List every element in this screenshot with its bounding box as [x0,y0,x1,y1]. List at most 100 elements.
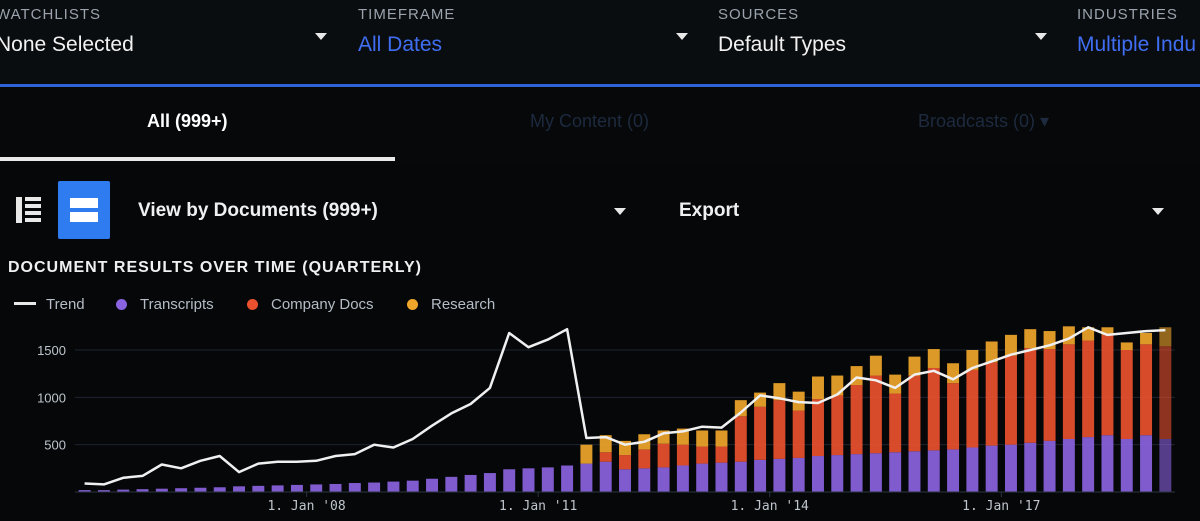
bar-company-docs[interactable] [619,455,631,470]
bar-research[interactable] [1004,334,1017,356]
filter-sources[interactable]: SOURCES Default Types [718,6,846,57]
bar-transcripts[interactable] [1062,438,1075,492]
bar-research[interactable] [947,363,960,384]
bar-research[interactable] [966,350,979,370]
bar-research[interactable] [1140,332,1153,345]
bar-transcripts[interactable] [329,483,342,492]
bar-transcripts[interactable] [503,469,516,492]
bar-company-docs[interactable] [812,399,824,457]
filter-watchlists-value[interactable]: None Selected [0,33,134,56]
bar-transcripts[interactable] [792,457,805,492]
bar-transcripts[interactable] [348,483,361,492]
bar-transcripts[interactable] [136,489,149,492]
bar-research[interactable] [773,383,786,401]
bar-company-docs[interactable] [696,446,709,464]
bar-transcripts[interactable] [271,485,284,492]
bar-company-docs[interactable] [1140,344,1153,436]
bar-research[interactable] [619,440,631,456]
bar-transcripts[interactable] [985,445,998,492]
bar-research[interactable] [715,430,728,447]
bar-transcripts[interactable] [1082,437,1095,492]
view-by-dropdown[interactable]: View by Documents (999+) [138,200,378,221]
bar-transcripts[interactable] [1101,435,1114,492]
bar-company-docs[interactable] [599,452,612,462]
bar-research[interactable] [927,349,940,368]
bar-company-docs[interactable] [638,449,651,469]
bar-company-docs[interactable] [754,406,767,460]
bar-company-docs[interactable] [792,410,805,458]
tab-my-content[interactable]: My Content (0) [530,111,650,131]
bar-research[interactable] [850,366,863,386]
chevron-down-icon[interactable] [315,33,327,40]
bar-research[interactable] [889,374,902,394]
bar-transcripts[interactable] [117,489,130,492]
chevron-down-icon[interactable] [1035,33,1047,40]
bar-transcripts[interactable] [445,476,458,492]
bar-research[interactable] [657,430,670,444]
bar-transcripts[interactable] [599,461,612,492]
bar-transcripts[interactable] [927,450,940,492]
bar-transcripts[interactable] [406,480,419,492]
legend-research[interactable]: Research [431,296,496,313]
bar-transcripts[interactable] [657,467,670,492]
bar-transcripts[interactable] [850,454,863,492]
filter-watchlists[interactable]: WATCHLISTS None Selected [0,6,134,57]
bar-transcripts[interactable] [1004,444,1017,492]
bar-research[interactable] [580,444,593,464]
bar-company-docs[interactable] [734,416,747,462]
bar-company-docs[interactable] [927,367,940,451]
bar-transcripts[interactable] [831,455,844,492]
bar-transcripts[interactable] [387,481,400,492]
bar-transcripts[interactable] [175,488,188,492]
bar-transcripts[interactable] [561,465,574,492]
bar-company-docs[interactable] [850,385,863,455]
list-view-icon[interactable] [14,195,44,225]
bar-transcripts[interactable] [483,473,496,492]
bar-company-docs[interactable] [1024,348,1037,443]
bar-transcripts[interactable] [676,465,689,492]
bar-transcripts[interactable] [754,459,767,492]
bar-transcripts[interactable] [1120,438,1133,492]
bar-research[interactable] [985,341,998,363]
bar-transcripts[interactable] [213,487,226,492]
bar-company-docs[interactable] [773,400,786,459]
bar-transcripts[interactable] [78,490,91,492]
bar-research[interactable] [734,400,747,417]
bar-transcripts[interactable] [1159,438,1172,492]
bar-transcripts[interactable] [522,468,535,492]
bar-research[interactable] [1159,327,1172,347]
bar-transcripts[interactable] [310,484,323,492]
bar-company-docs[interactable] [966,369,979,448]
legend-trend[interactable]: Trend [46,296,85,313]
bar-company-docs[interactable] [1043,349,1056,441]
filter-industries-value[interactable]: Multiple Indu [1077,33,1197,56]
filter-industries[interactable]: INDUSTRIES Multiple Indu [1077,6,1196,57]
bar-research[interactable] [754,392,767,407]
chevron-down-icon[interactable] [1152,208,1164,215]
bar-transcripts[interactable] [947,449,960,492]
bar-transcripts[interactable] [541,467,554,492]
bar-transcripts[interactable] [155,488,168,492]
bar-research[interactable] [1024,329,1037,349]
bar-transcripts[interactable] [1043,440,1056,492]
bar-company-docs[interactable] [1159,346,1172,439]
bar-company-docs[interactable] [985,362,998,446]
bar-transcripts[interactable] [464,474,477,492]
bar-research[interactable] [599,435,612,453]
bar-research[interactable] [831,375,844,396]
legend-transcripts[interactable]: Transcripts [140,296,214,313]
bar-company-docs[interactable] [869,375,882,454]
document-view-button[interactable] [58,181,110,239]
bar-company-docs[interactable] [908,375,921,452]
bar-transcripts[interactable] [1024,442,1037,492]
bar-transcripts[interactable] [638,468,651,492]
filter-timeframe[interactable]: TIMEFRAME All Dates [358,6,455,57]
bar-transcripts[interactable] [812,456,824,492]
legend-company-docs[interactable]: Company Docs [271,296,374,313]
bar-transcripts[interactable] [908,451,921,492]
bar-research[interactable] [676,428,689,445]
bar-transcripts[interactable] [233,486,246,492]
bar-company-docs[interactable] [947,383,960,450]
tab-broadcasts[interactable]: Broadcasts (0) ▾ [918,111,1050,131]
bar-transcripts[interactable] [619,469,631,492]
